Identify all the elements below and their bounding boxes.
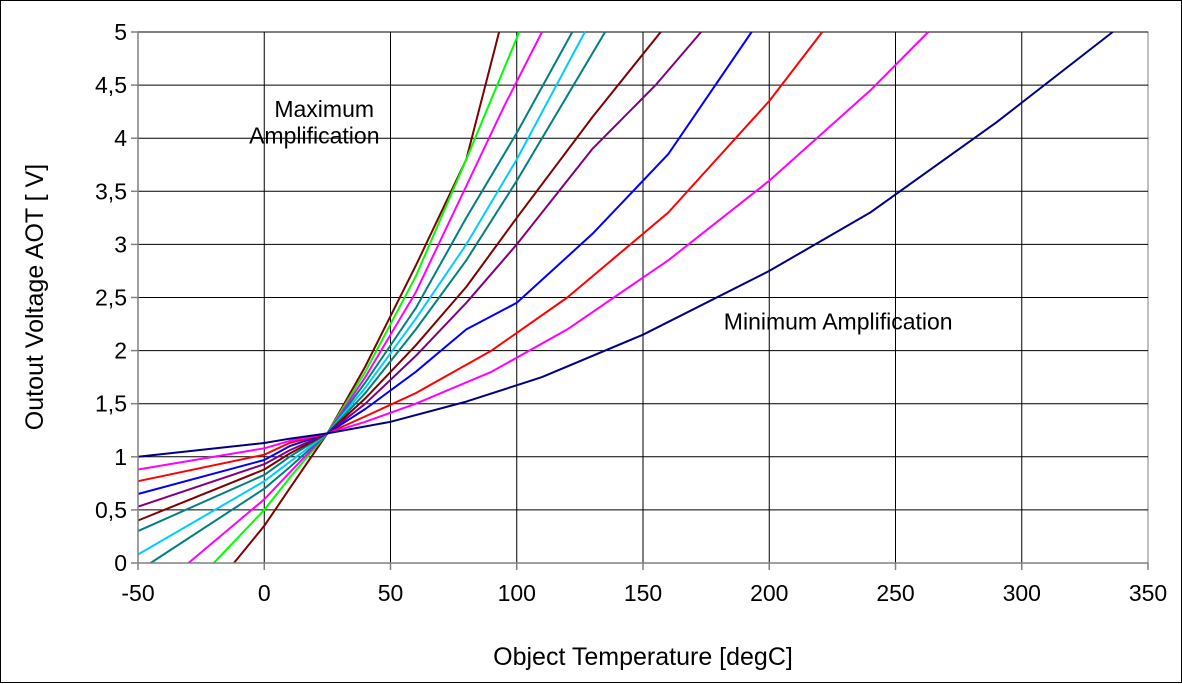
annotation-2: Amplification [249,123,379,149]
x-tick-label: 150 [624,580,662,606]
y-tick-label: 0 [114,550,127,576]
series-line-3 [187,31,543,564]
annotation-1: Maximum [274,96,374,122]
x-tick-label: 250 [876,580,914,606]
series-line-5 [137,31,586,556]
y-tick-label: 2,5 [95,285,127,311]
series-line-9 [137,31,753,495]
y-tick-label: 3 [114,231,127,257]
y-tick-label: 5 [114,19,127,45]
y-tick-label: 3,5 [95,178,127,204]
y-tick-label: 1 [114,444,127,470]
x-tick-label: -50 [121,580,154,606]
x-tick-label: 50 [378,580,404,606]
y-tick-label: 0,5 [95,497,127,523]
axes [131,31,1149,570]
x-tick-label: 100 [498,580,536,606]
tick-labels: 0 0,5 1 1,5 2 2,5 3 3,5 4 4,5 5 -50 0 50 100 150 200 250 3… [95,19,1167,606]
x-tick-label: 350 [1129,580,1167,606]
y-tick-label: 1,5 [95,391,127,417]
series-line-2 [213,31,521,564]
series-line-7 [137,31,662,522]
x-tick-label: 300 [1003,580,1041,606]
y-tick-label: 4,5 [95,72,127,98]
series-group [137,31,1114,564]
series-line-4 [150,31,574,564]
series-line-10 [137,31,824,483]
x-axis-title: Object Temperature [degC] [493,643,793,671]
x-tick-label: 200 [750,580,788,606]
series-line-12 [137,31,1114,458]
annotation-3: Minimum Amplification [724,308,953,334]
x-tick-label: 0 [258,580,271,606]
series-line-8 [137,31,702,508]
series-line-11 [137,31,930,471]
y-axis-title: Outout Voltage AOT [ V] [21,164,49,430]
y-tick-label: 2 [114,338,127,364]
y-tick-label: 4 [114,125,127,151]
series-line-6 [137,31,606,533]
